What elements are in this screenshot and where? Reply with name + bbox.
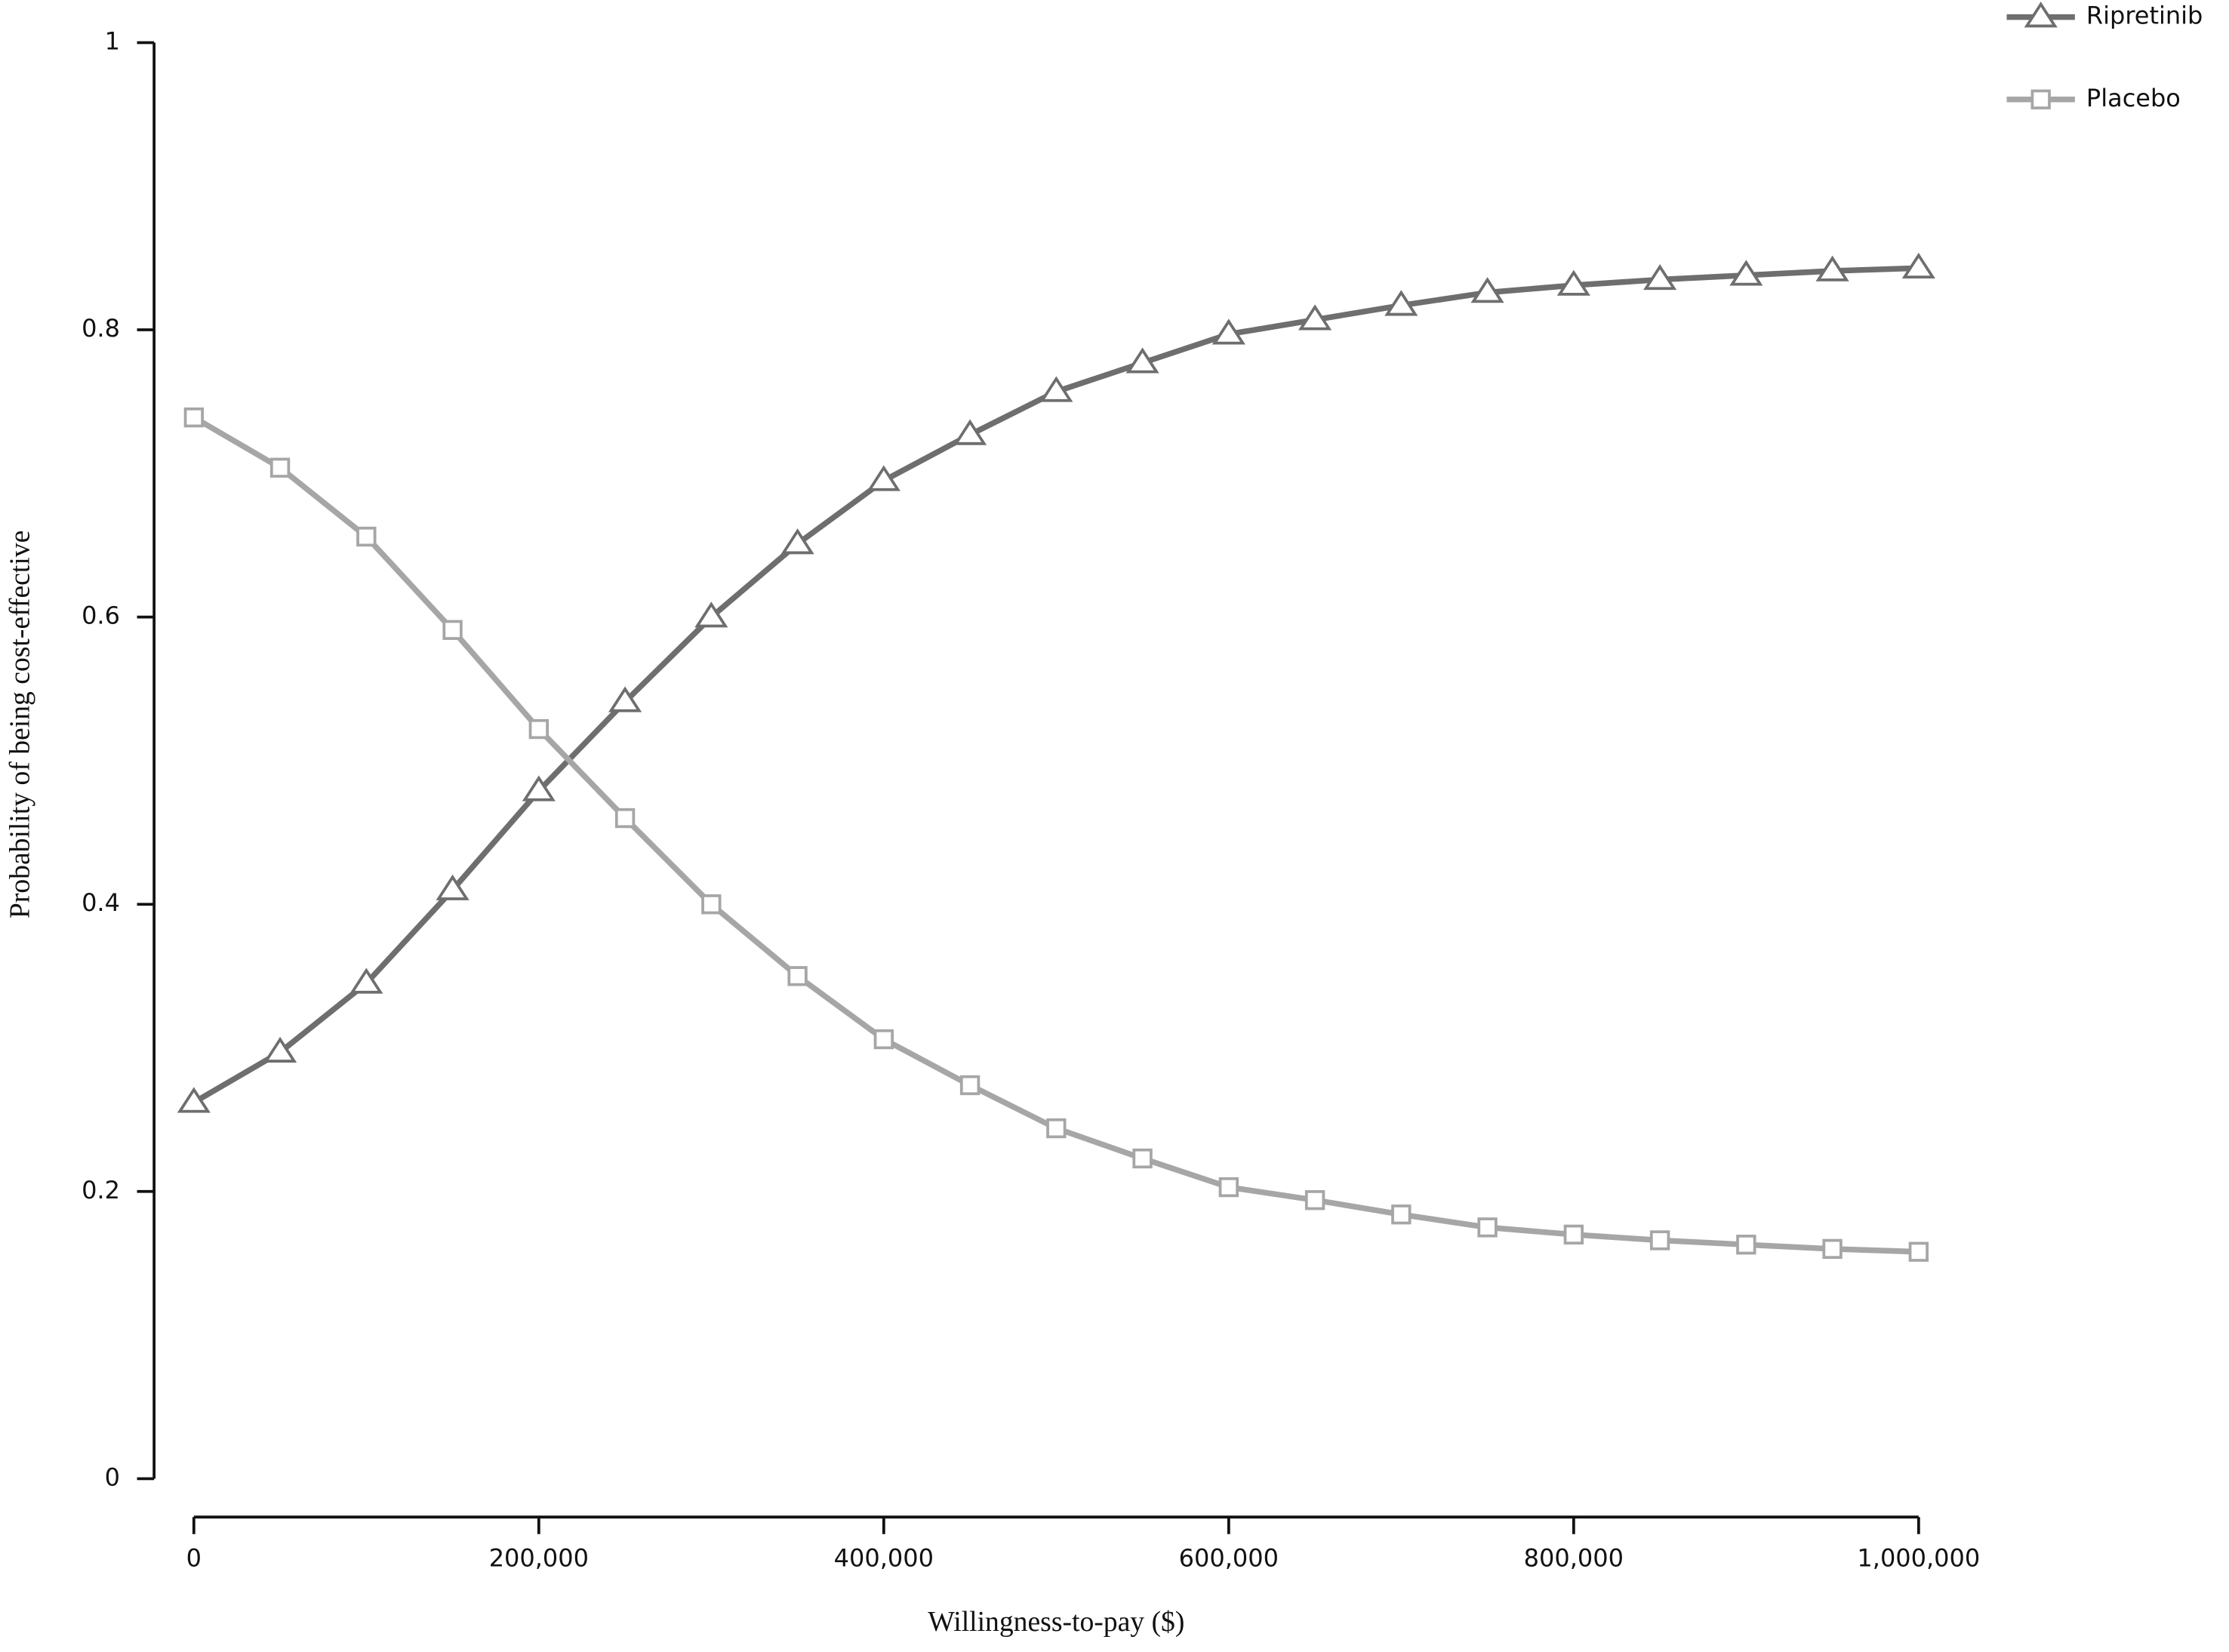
marker — [1298, 304, 1332, 331]
marker — [694, 601, 728, 628]
marker — [1643, 264, 1677, 291]
marker — [183, 407, 205, 428]
marker — [436, 874, 470, 900]
x-tick-label: 600,000 — [1179, 1544, 1279, 1573]
marker — [1556, 269, 1590, 296]
marker — [1384, 290, 1418, 316]
marker — [608, 686, 642, 712]
marker — [1218, 1177, 1239, 1198]
y-tick-label: 0.4 — [82, 888, 120, 917]
marker — [1391, 1204, 1412, 1225]
marker — [873, 1029, 894, 1050]
x-tick-label: 200,000 — [489, 1544, 589, 1573]
marker — [1649, 1230, 1670, 1251]
marker — [959, 1075, 981, 1096]
marker — [1039, 376, 1073, 402]
marker — [1729, 260, 1763, 286]
marker — [787, 966, 808, 986]
marker — [263, 1036, 297, 1063]
y-axis-title: Probability of being cost-effective — [4, 531, 35, 918]
x-tick-label: 800,000 — [1524, 1544, 1624, 1573]
marker — [269, 457, 291, 478]
marker — [1046, 1118, 1067, 1139]
x-tick-label: 0 — [186, 1544, 202, 1573]
x-axis-title: Willingness-to-pay ($) — [928, 1606, 1184, 1638]
marker — [614, 808, 636, 829]
legend-label: Ripretinib — [2086, 2, 2203, 30]
marker — [1815, 255, 1849, 281]
marker — [1477, 1217, 1498, 1238]
marker — [1822, 1238, 1843, 1260]
marker — [1908, 1241, 1929, 1262]
marker — [528, 718, 550, 740]
marker — [780, 528, 814, 555]
marker — [701, 894, 722, 915]
x-tick-label: 1,000,000 — [1857, 1544, 1980, 1573]
legend-label: Placebo — [2086, 84, 2181, 112]
marker — [177, 1087, 211, 1113]
marker — [349, 968, 383, 994]
y-tick-label: 0.8 — [82, 314, 120, 343]
marker — [953, 419, 987, 445]
y-tick-label: 1 — [105, 26, 120, 55]
marker — [1736, 1235, 1756, 1255]
marker — [1901, 252, 1935, 278]
marker — [522, 775, 556, 801]
y-tick-label: 0.6 — [82, 601, 120, 630]
marker — [1125, 347, 1159, 374]
marker — [1211, 318, 1245, 345]
marker — [1470, 277, 1504, 303]
legend-marker — [2024, 2, 2058, 28]
y-tick-label: 0 — [105, 1463, 120, 1491]
marker — [1304, 1190, 1325, 1211]
x-tick-label: 400,000 — [834, 1544, 934, 1573]
marker — [442, 620, 463, 640]
marker — [1563, 1224, 1584, 1245]
marker — [867, 465, 901, 491]
y-tick-label: 0.2 — [82, 1176, 120, 1204]
legend-marker — [2030, 89, 2051, 109]
marker — [1132, 1148, 1153, 1169]
marker — [356, 526, 377, 547]
